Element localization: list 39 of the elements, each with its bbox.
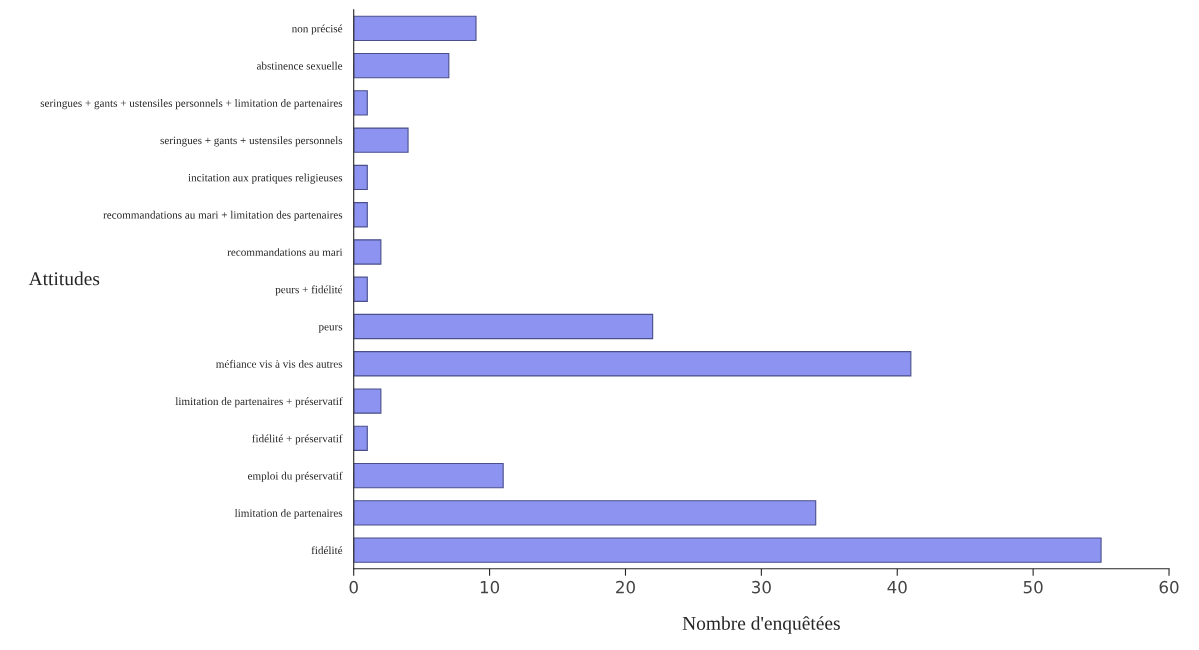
y-tick-label: incitation aux pratiques religieuses [188, 173, 343, 184]
bar [353, 388, 382, 414]
x-tick-label: 20 [616, 580, 635, 594]
y-tick-label: seringues + gants + ustensiles personnels [160, 136, 343, 147]
y-tick-label: fidélité + préservatif [252, 434, 343, 445]
x-tick-label: 30 [752, 580, 771, 594]
y-tick-label: limitation de partenaires + préservatif [175, 397, 343, 408]
bar [353, 52, 450, 79]
bar [353, 90, 368, 116]
y-tick-label: fidélité [311, 546, 343, 555]
x-tick-label: 10 [480, 580, 500, 594]
y-tick-label: peurs [318, 325, 343, 333]
bar [353, 425, 368, 451]
bar [353, 202, 368, 228]
bar [353, 500, 817, 526]
y-tick-label: recommandations au mari + limitation des partenaires [103, 210, 343, 221]
y-tick-label: non précisé [291, 24, 343, 35]
y-tick-label: emploi du préservatif [248, 471, 343, 482]
y-tick-label: peurs + fidélité [275, 285, 343, 296]
x-tick-label: 50 [1023, 580, 1043, 594]
x-tick-label: 40 [887, 580, 907, 594]
bar [353, 537, 1102, 563]
bar [353, 164, 368, 191]
y-tick-label: limitation de partenaires [234, 508, 343, 520]
y-tick-label: recommandations au mari [227, 248, 343, 256]
x-tick-label: 60 [1159, 580, 1179, 594]
bar [353, 313, 654, 340]
y-axis-title: Attitudes [28, 271, 100, 286]
y-tick-label: seringues + gants + ustensiles personnels + limitation de partenaires [40, 99, 343, 110]
y-tick-label: abstinence sexuelle [256, 61, 343, 70]
bar [353, 351, 912, 377]
bar [353, 462, 504, 489]
bar [353, 127, 409, 153]
bar [353, 276, 368, 302]
bar [353, 15, 477, 42]
y-tick-label: méfiance vis à vis des autres [216, 359, 343, 368]
x-tick-label: 0 [349, 580, 358, 594]
bar [353, 239, 382, 265]
x-axis-title: Nombre d'enquêtées [682, 616, 840, 634]
